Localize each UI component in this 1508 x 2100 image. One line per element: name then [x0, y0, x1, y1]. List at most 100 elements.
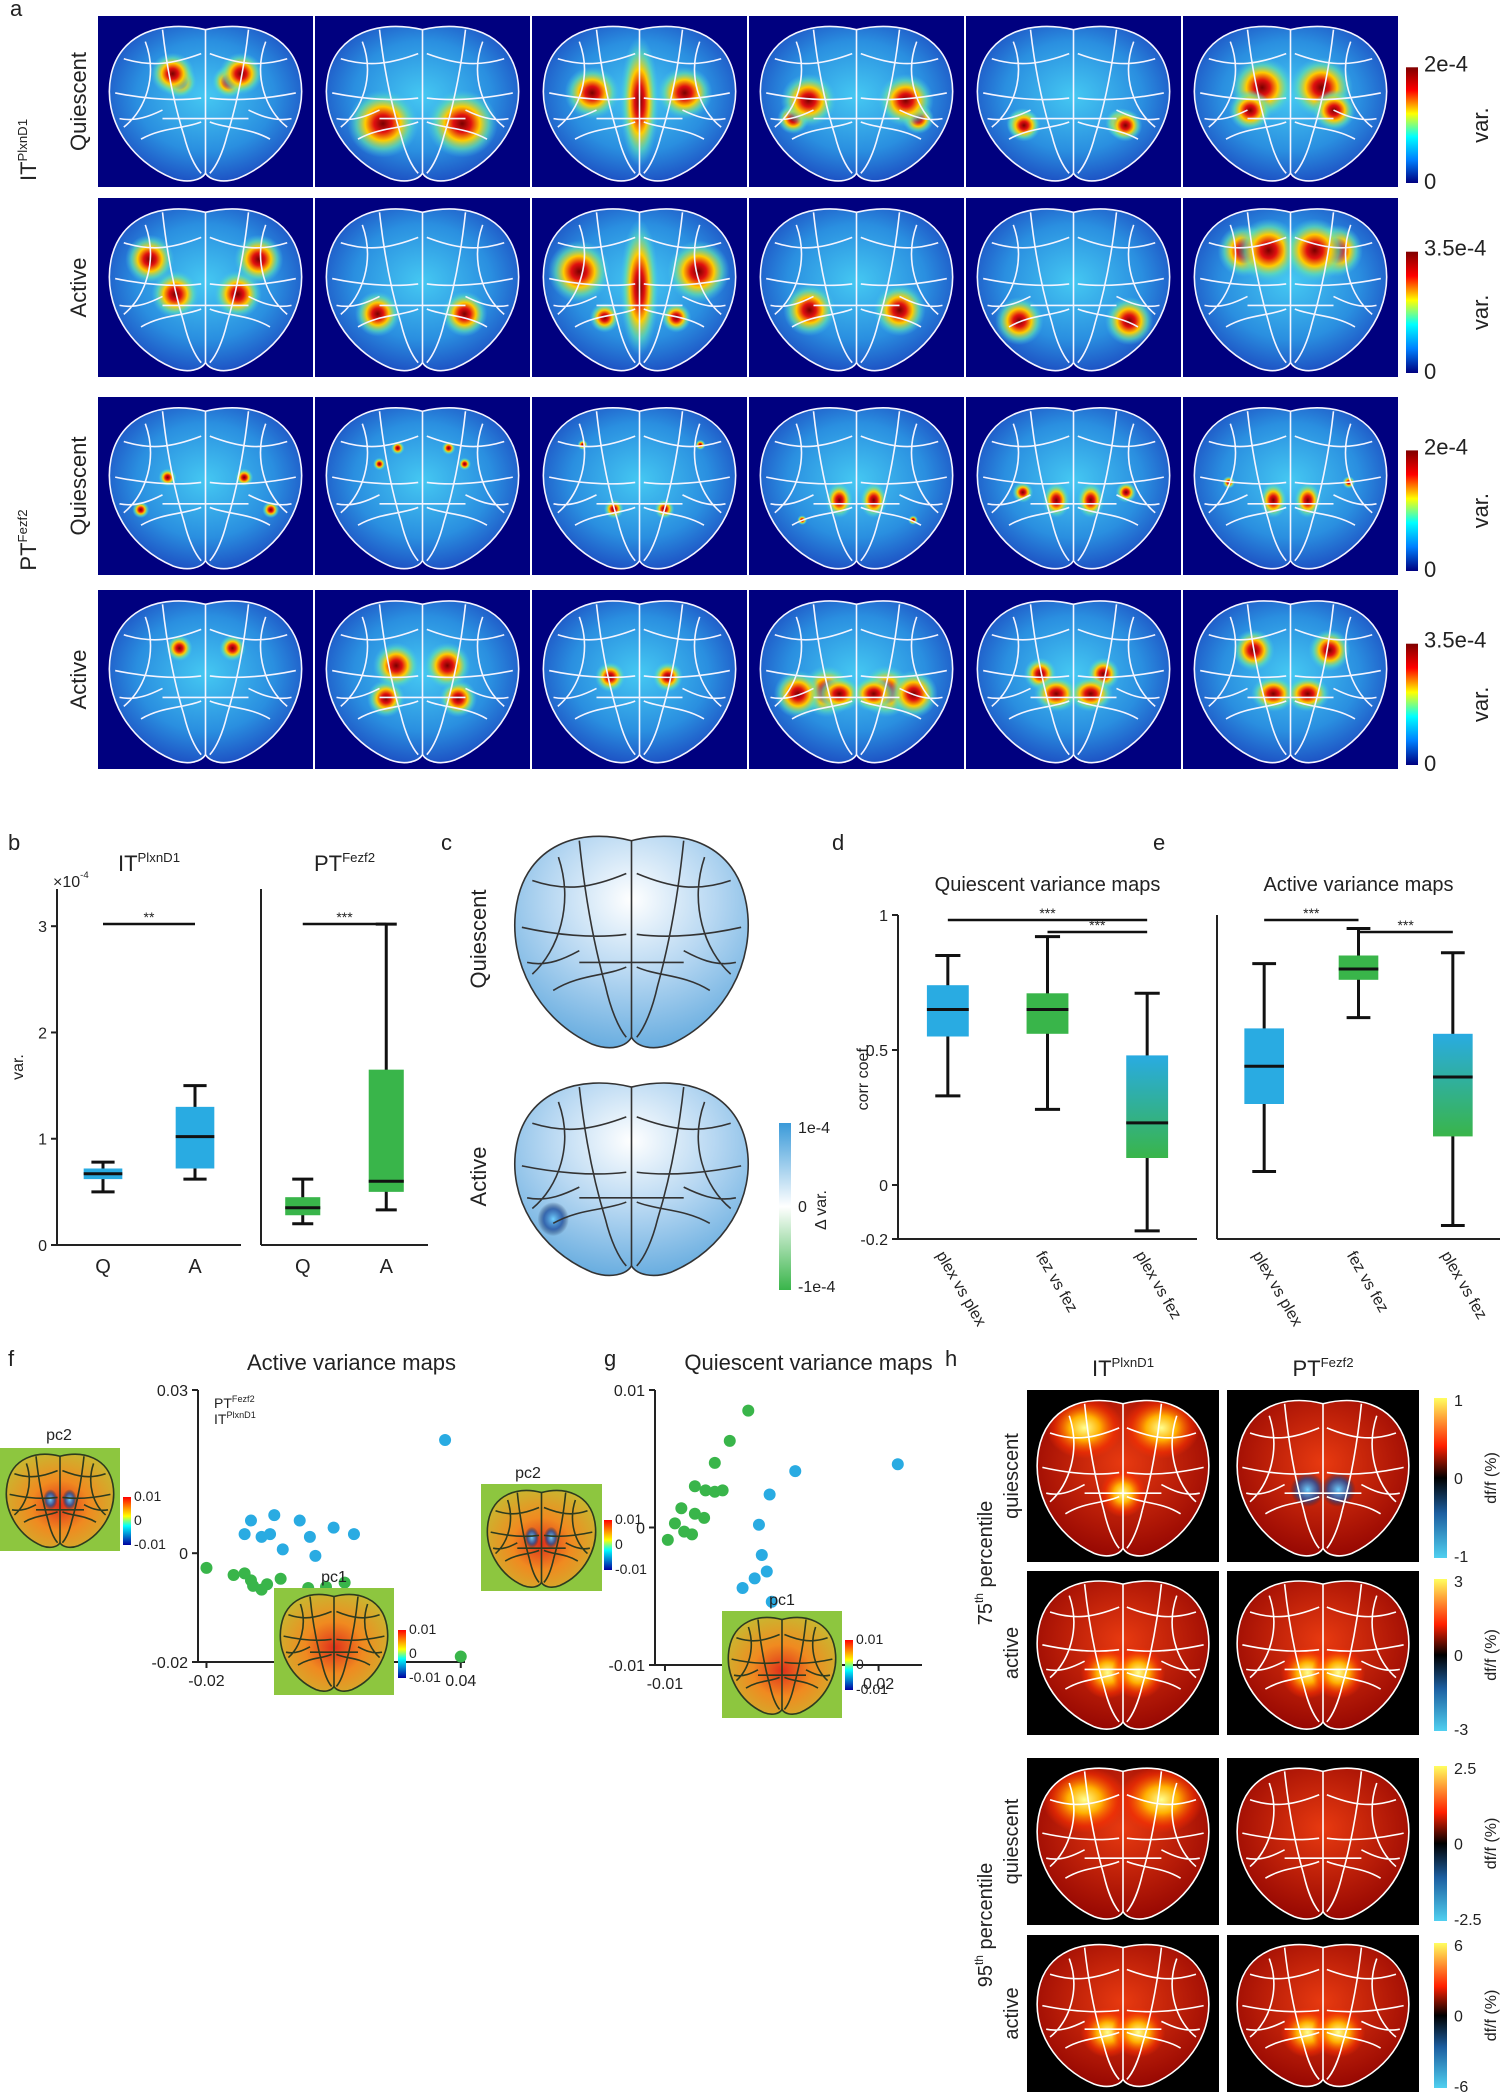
brain-map	[315, 590, 530, 769]
text-part: IT	[118, 851, 138, 876]
x-tick-label: plex vs plex	[932, 1249, 989, 1330]
activity-blob	[373, 642, 420, 689]
superscript: PlxnD1	[226, 1410, 255, 1420]
colorbar-label: 0.01	[615, 1511, 642, 1527]
scatter-point	[274, 1572, 287, 1585]
colorbar-label: -0.01	[134, 1536, 166, 1552]
activity-blob	[424, 642, 471, 689]
scatter-point	[755, 1549, 768, 1561]
colorbar-label: 0	[856, 1656, 864, 1672]
colorbar-unit: Δ var.	[813, 1190, 830, 1230]
brain-map	[966, 16, 1181, 187]
scatter-point	[789, 1465, 802, 1478]
scatter-point	[699, 1484, 712, 1497]
scatter-point	[688, 1480, 701, 1493]
activity-blob	[877, 73, 934, 127]
x-tick-label: Q	[295, 1256, 311, 1278]
colorbar-max: 1e-4	[798, 1120, 830, 1137]
inset-label: pc2	[46, 1427, 72, 1444]
colorbar-max: 6	[1454, 1938, 1463, 1955]
row-label: Active	[66, 258, 91, 318]
x-tick-label: 0.02	[863, 1676, 894, 1693]
x-tick-label: -0.02	[188, 1673, 225, 1690]
brain-map	[1183, 16, 1398, 187]
brain-map	[315, 397, 530, 575]
y-tick-label: 0	[38, 1238, 47, 1255]
activity-blob	[537, 1202, 569, 1237]
colorbar	[398, 1630, 406, 1678]
box	[1126, 1055, 1169, 1158]
colorbar-min: -1e-4	[798, 1279, 835, 1296]
colorbar-unit: var.	[1468, 687, 1493, 722]
colorbar-label: 0	[615, 1536, 623, 1552]
panel-letter: c	[441, 830, 452, 855]
activity-blob	[262, 501, 280, 519]
y-tick-label: 1	[879, 908, 888, 925]
colorbar-unit: df/f (%)	[1483, 1629, 1500, 1681]
significance-label: ***	[1397, 917, 1414, 933]
colorbar-max: 2.5	[1454, 1761, 1476, 1778]
colorbar-max: 1	[1454, 1393, 1463, 1410]
colorbar-max: 2e-4	[1424, 434, 1468, 459]
activity-blob	[1250, 675, 1296, 712]
activity-blob	[1236, 218, 1301, 283]
chart-title: PTFezf2	[314, 850, 375, 876]
brain-map	[1027, 1390, 1219, 1562]
text-part: PT	[214, 1395, 232, 1411]
significance-label: ***	[336, 909, 353, 925]
y-tick-label: -0.2	[860, 1232, 888, 1249]
scatter-point	[276, 1543, 289, 1556]
colorbar	[779, 1123, 791, 1290]
brain-map	[1027, 1935, 1219, 2092]
row-label: quiescent	[1001, 1798, 1023, 1884]
activity-blob	[995, 296, 1044, 346]
panel-letter: e	[1153, 830, 1165, 855]
activity-blob	[1311, 2007, 1366, 2058]
colorbar-min: 0	[1424, 359, 1436, 384]
scatter-point	[688, 1507, 701, 1520]
x-tick-label: plex vs fez	[1132, 1249, 1185, 1323]
activity	[1080, 1646, 1166, 1699]
activity	[347, 89, 498, 158]
activity-blob	[1311, 1646, 1366, 1699]
colorbar-unit: var.	[1468, 493, 1493, 528]
panel-letter: a	[10, 0, 23, 21]
activity-blob	[1282, 218, 1347, 283]
brain-map	[749, 16, 964, 187]
row-label: Active	[466, 1147, 491, 1207]
activity	[524, 1526, 559, 1549]
scatter-point	[255, 1583, 268, 1596]
text-part: IT	[16, 161, 41, 181]
colorbar-label: 0	[134, 1512, 142, 1528]
x-tick-label: plex vs fez	[1437, 1249, 1490, 1323]
panel-letter: f	[8, 1346, 15, 1371]
brain-map	[1027, 1758, 1219, 1925]
activity	[995, 296, 1154, 346]
colorbar	[604, 1520, 612, 1570]
scatter-point	[293, 1514, 306, 1527]
text-part: 75	[975, 1603, 997, 1625]
y-tick-label: 0	[179, 1546, 188, 1563]
legend-entry: PTFezf2	[214, 1394, 255, 1411]
brain-map	[1183, 397, 1398, 575]
group-label: PTFezf2	[15, 509, 41, 570]
activity-blob	[458, 457, 472, 471]
superscript: PlxnD1	[138, 850, 181, 865]
x-tick-label: -0.01	[647, 1676, 684, 1693]
colorbar-max: 3.5e-4	[1424, 236, 1486, 261]
scatter-point	[723, 1434, 736, 1447]
brain-map	[1227, 1390, 1419, 1562]
superscript: Fezf2	[342, 850, 375, 865]
activity-blob	[1042, 1768, 1127, 1834]
activity-blob	[43, 1489, 58, 1510]
colorbar-min: -3	[1454, 1722, 1468, 1739]
activity-blob	[1123, 1400, 1200, 1459]
activity-blob	[661, 302, 692, 333]
scatter-point	[227, 1568, 240, 1581]
scatter-point	[338, 1576, 351, 1589]
text-part: percentile	[975, 1863, 997, 1955]
panel-letter: b	[8, 830, 20, 855]
brain-map	[315, 198, 530, 377]
colorbar-min: -2.5	[1454, 1912, 1482, 1929]
activity	[547, 219, 730, 356]
